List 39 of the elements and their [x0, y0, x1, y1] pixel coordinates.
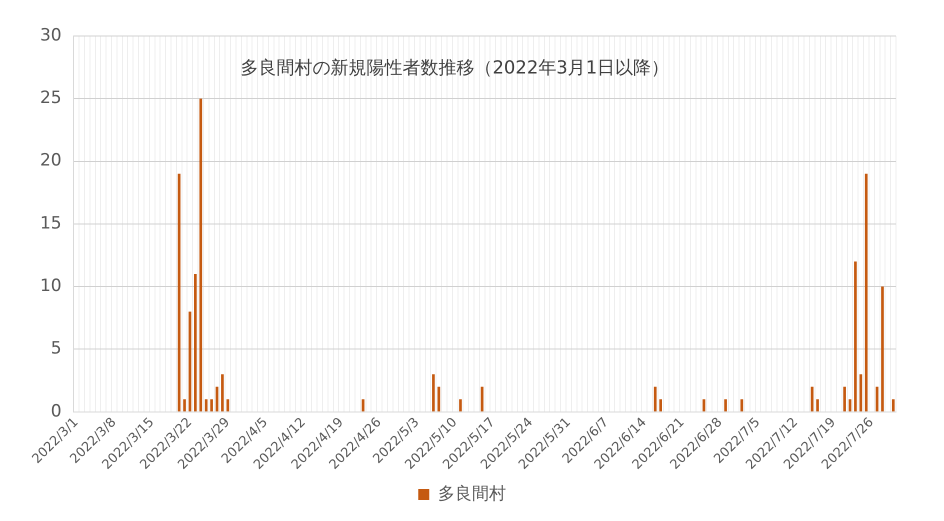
bar [362, 399, 364, 412]
y-tick-label: 5 [50, 338, 62, 359]
y-tick-label: 30 [40, 25, 62, 46]
bar [459, 399, 462, 412]
bar [854, 262, 857, 412]
bar [432, 374, 435, 412]
bar [724, 399, 727, 412]
bar [876, 386, 878, 412]
bar [659, 399, 662, 412]
bar [188, 312, 192, 412]
y-tick-label: 0 [50, 401, 62, 422]
text: 多良間村の新規陽性者数推移（2022年3月1日以降） [240, 58, 670, 79]
y-tick-label: 25 [40, 88, 62, 108]
bar [881, 286, 884, 412]
bar [654, 386, 657, 412]
bar [480, 386, 484, 412]
bar [221, 374, 224, 412]
bar [226, 399, 230, 412]
bar [816, 399, 819, 412]
bar [810, 386, 814, 412]
bar [892, 399, 895, 412]
bar [848, 399, 852, 412]
bar [216, 386, 218, 412]
legend-label: 多良間村 [438, 484, 506, 504]
y-tick-label: 10 [40, 276, 62, 296]
bar [859, 374, 862, 412]
bar [183, 399, 186, 412]
bar [204, 399, 208, 412]
bar [740, 399, 744, 412]
bar [210, 399, 213, 412]
bar [843, 386, 846, 412]
bar [194, 274, 197, 412]
bar [702, 399, 706, 412]
bar [437, 386, 440, 412]
bar [178, 174, 180, 412]
y-tick-label: 20 [40, 150, 62, 171]
y-tick-label: 15 [40, 213, 62, 234]
bar [199, 98, 202, 412]
bar [864, 174, 868, 412]
